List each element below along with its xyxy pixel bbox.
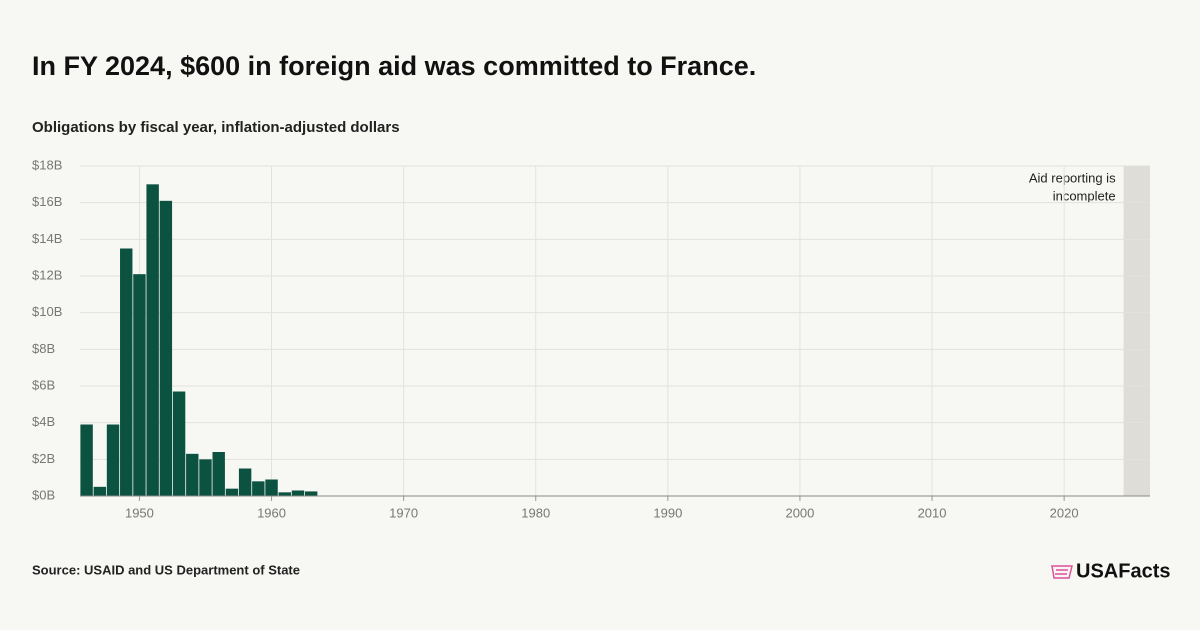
brand: USAFacts: [1076, 560, 1170, 582]
x-tick-label: 1990: [653, 505, 682, 520]
y-tick-label: $2B: [32, 451, 55, 466]
bar: [304, 491, 318, 496]
bar: [146, 184, 159, 497]
source: Source: USAID and US Department of State: [32, 562, 300, 577]
annotation: incomplete: [1053, 188, 1116, 203]
y-tick-label: $10B: [32, 304, 62, 319]
x-tick-label: 2000: [785, 505, 814, 520]
y-tick-label: $6B: [32, 377, 55, 392]
bar: [278, 492, 291, 496]
x-tick-label: 1970: [389, 505, 418, 520]
y-tick-label: $0B: [32, 487, 55, 502]
x-tick-label: 2010: [918, 505, 947, 520]
x-tick-label: 1980: [521, 505, 550, 520]
y-tick-label: $12B: [32, 267, 62, 282]
logo-icon: [1051, 565, 1073, 579]
bar: [120, 248, 133, 496]
y-tick-label: $16B: [32, 194, 62, 209]
chart-subtitle: Obligations by fiscal year, inflation-ad…: [32, 119, 400, 136]
bar: [225, 488, 239, 496]
y-tick-label: $14B: [32, 231, 62, 246]
bar: [172, 391, 186, 496]
x-tick-label: 1960: [257, 505, 286, 520]
bar: [93, 486, 107, 496]
bar: [106, 424, 120, 496]
x-tick-label: 2020: [1050, 505, 1079, 520]
bar: [186, 453, 199, 496]
bar: [265, 479, 278, 496]
incomplete-region: [1123, 166, 1150, 496]
y-tick-label: $8B: [32, 341, 55, 356]
bar: [133, 274, 146, 496]
annotation: Aid reporting is: [1029, 170, 1116, 185]
x-tick-label: 1950: [125, 505, 154, 520]
bar: [238, 468, 252, 496]
y-tick-label: $18B: [32, 157, 62, 172]
bar: [159, 200, 173, 497]
chart-title: In FY 2024, $600 in foreign aid was comm…: [32, 51, 756, 81]
bar: [199, 459, 212, 496]
bar: [80, 424, 93, 496]
bar: [252, 481, 265, 496]
bar: [212, 452, 225, 496]
bar: [291, 490, 305, 496]
y-tick-label: $4B: [32, 414, 55, 429]
